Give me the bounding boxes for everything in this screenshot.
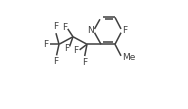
Text: F: F <box>54 57 59 66</box>
Text: F: F <box>64 43 69 53</box>
Text: F: F <box>73 46 78 55</box>
Text: N: N <box>87 26 93 35</box>
Text: F: F <box>82 58 87 67</box>
Text: Me: Me <box>122 53 135 62</box>
Text: F: F <box>43 40 48 49</box>
Text: F: F <box>53 22 58 31</box>
Text: F: F <box>62 23 67 32</box>
Text: F: F <box>122 26 127 35</box>
